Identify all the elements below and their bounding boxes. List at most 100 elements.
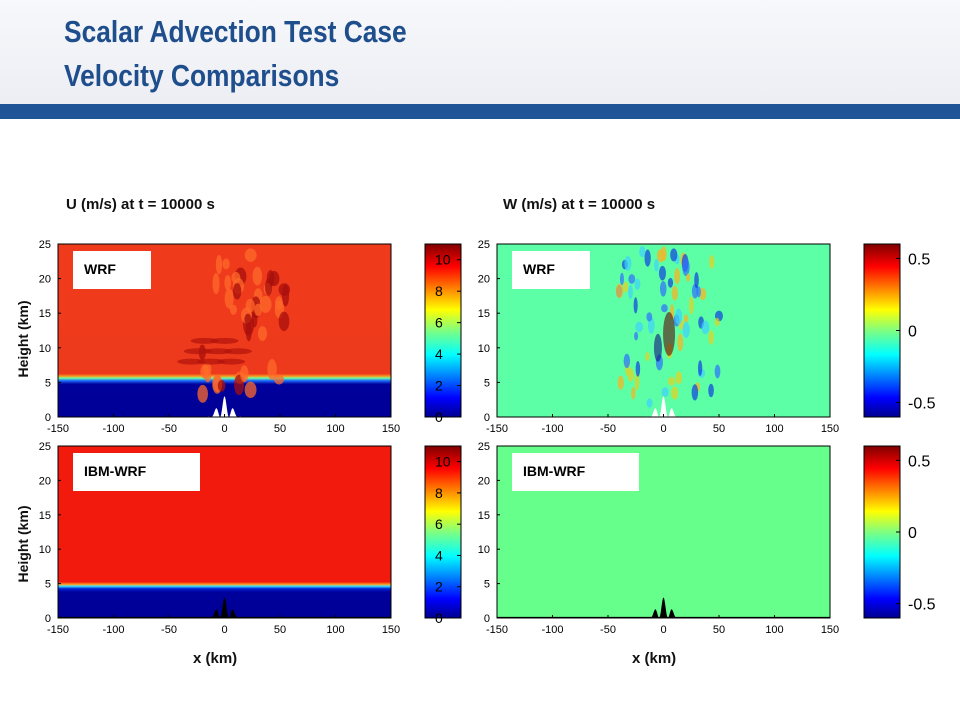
x-tick-label: 50 [274, 624, 286, 636]
x-tick-label: 50 [713, 423, 725, 435]
w-wave-blob [667, 277, 674, 288]
u-wave-blob [252, 266, 263, 286]
colorbar-tick-label: 8 [435, 283, 443, 299]
colorbar-tick-label: 6 [435, 315, 443, 331]
x-tick-label: 150 [821, 624, 839, 636]
u-wave-blob [240, 365, 249, 383]
panel-1: -150 -100 -50 0 50 100 150 0 5 10 15 20 25 WRF -0.5 0 0.… [478, 239, 936, 435]
x-tick-label: -100 [541, 624, 563, 636]
x-tick-label: -50 [161, 624, 177, 636]
x-tick-label: 100 [326, 624, 344, 636]
colorbar-tick-label: -0.5 [908, 597, 936, 614]
w-wave-blob [645, 351, 650, 362]
w-wave-blob [675, 308, 683, 325]
colorbar-tick-label: 0 [435, 610, 443, 626]
y-tick-label: 10 [39, 544, 51, 556]
w-wave-blob [691, 384, 699, 401]
u-wave-blob [257, 326, 268, 341]
y-tick-label: 15 [478, 510, 490, 522]
u-panel-title: U (m/s) at t = 10000 s [66, 196, 215, 213]
colorbar [424, 445, 462, 619]
w-wave-blob [667, 376, 676, 386]
x-axis-label-left: x (km) [193, 650, 238, 667]
colorbar-tick-label: -0.5 [908, 396, 936, 413]
colorbar-tick-label: 4 [435, 346, 443, 362]
w-wave-blob [661, 304, 668, 313]
y-tick-label: 10 [478, 544, 490, 556]
w-wave-blob [714, 317, 720, 327]
u-wave-band [190, 337, 219, 344]
w-wave-blob [682, 258, 690, 277]
w-wave-blob [634, 372, 640, 391]
terrain-profile [646, 597, 681, 618]
w-wave-blob [639, 246, 646, 258]
x-tick-label: 100 [765, 423, 783, 435]
w-wave-blob [685, 273, 691, 282]
w-wave-blob [670, 248, 678, 262]
w-wave-blob [631, 386, 636, 400]
w-panel-title: W (m/s) at t = 10000 s [503, 196, 656, 213]
w-wave-blob [677, 333, 684, 352]
model-label-box [512, 251, 590, 289]
y-tick-label: 25 [39, 239, 51, 251]
terrain-profile [207, 597, 242, 618]
u-wave-blob [274, 374, 285, 385]
u-wave-band [217, 358, 246, 365]
colorbar-tick-label: 10 [435, 252, 451, 268]
x-tick-label: 150 [382, 423, 400, 435]
w-wave-blob [628, 274, 636, 284]
model-label-box [73, 453, 200, 491]
y-tick-label: 25 [478, 239, 490, 251]
terrain-profile [207, 396, 242, 417]
colorbar [863, 445, 901, 619]
u-wave-blob [259, 295, 272, 313]
u-wave-band [197, 358, 226, 365]
y-tick-label: 25 [39, 441, 51, 453]
terrain-profile [646, 396, 681, 417]
y-tick-label: 0 [484, 412, 490, 424]
y-tick-label: 10 [39, 343, 51, 355]
w-wave-blob [714, 364, 721, 379]
w-wave-blob [646, 398, 653, 408]
y-tick-label: 20 [39, 475, 51, 487]
x-tick-label: 50 [274, 423, 286, 435]
u-wave-blob [265, 278, 273, 296]
u-wave-blob [278, 311, 290, 332]
u-wave-band [183, 348, 212, 355]
x-tick-label: 50 [713, 624, 725, 636]
u-wave-blob [212, 273, 220, 295]
w-wave-blob [699, 287, 707, 301]
w-core-blob [653, 333, 662, 362]
x-tick-label: -150 [486, 423, 508, 435]
colorbar-tick-label: 0 [908, 324, 917, 341]
panel-3: -150 -100 -50 0 50 100 150 0 5 10 15 20 25 IBM-WRF -0.… [478, 441, 936, 636]
u-wave-blob [224, 275, 232, 291]
u-wave-blob [217, 379, 226, 392]
y-tick-label: 20 [478, 274, 490, 286]
w-wave-blob [709, 255, 715, 269]
model-label-box [512, 453, 639, 491]
y-tick-label: 0 [45, 613, 51, 625]
w-wave-blob [688, 296, 694, 315]
x-tick-label: -150 [486, 624, 508, 636]
w-wave-blob [675, 371, 683, 385]
w-wave-blob [658, 265, 666, 281]
y-tick-label: 20 [39, 274, 51, 286]
u-wave-blob [244, 381, 257, 398]
x-tick-label: 100 [765, 624, 783, 636]
u-wave-band [223, 348, 252, 355]
u-wave-blob [204, 368, 212, 383]
w-wave-blob [633, 297, 638, 314]
w-wave-blob [697, 360, 703, 376]
w-wave-blob [708, 383, 714, 398]
colorbar-tick-label: 10 [435, 454, 451, 470]
u-wave-blob [254, 303, 262, 316]
x-tick-label: 0 [221, 624, 227, 636]
w-wave-blob [708, 330, 714, 345]
slide-title-line2: Velocity Comparisons [64, 58, 340, 93]
x-tick-label: 150 [821, 423, 839, 435]
w-wave-blob [696, 286, 701, 298]
x-tick-label: -100 [102, 423, 124, 435]
w-core-blob [663, 311, 676, 356]
y-tick-label: 5 [484, 579, 490, 591]
